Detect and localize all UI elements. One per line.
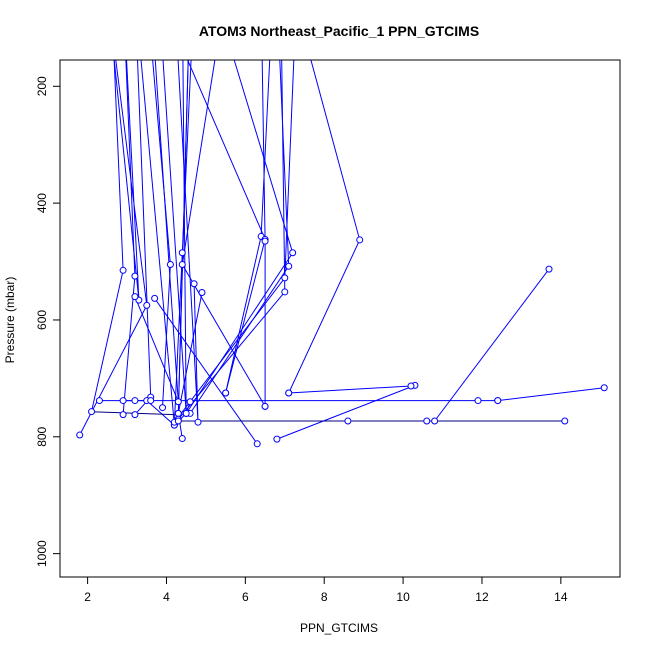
series-line <box>434 268 550 422</box>
series-line <box>154 298 258 445</box>
data-point <box>190 280 198 288</box>
data-point <box>143 301 151 309</box>
data-point <box>600 384 608 392</box>
data-point <box>119 397 127 405</box>
data-point <box>474 397 482 405</box>
data-point <box>194 418 202 426</box>
data-point <box>95 397 103 405</box>
data-point <box>182 409 190 417</box>
data-point <box>261 237 269 245</box>
data-point <box>289 249 297 257</box>
x-tick-label: 8 <box>321 590 328 604</box>
data-point <box>222 389 230 397</box>
data-point <box>545 265 553 273</box>
data-point <box>273 435 281 443</box>
data-point <box>198 289 206 297</box>
data-point <box>159 404 167 412</box>
y-tick-label: 1000 <box>35 540 49 567</box>
y-tick-label: 200 <box>35 76 49 96</box>
series-line <box>79 60 148 436</box>
data-point <box>178 435 186 443</box>
data-point <box>178 260 186 268</box>
data-point <box>147 397 155 405</box>
data-point <box>431 417 439 425</box>
data-point <box>119 411 127 419</box>
data-point <box>561 417 569 425</box>
series-line <box>276 384 416 440</box>
y-tick-label: 800 <box>35 426 49 446</box>
data-point <box>131 293 139 301</box>
data-point <box>166 260 174 268</box>
series-line <box>288 385 412 394</box>
points-group <box>76 232 608 448</box>
y-axis-label: Pressure (mbar) <box>3 277 17 364</box>
data-point <box>344 417 352 425</box>
data-point <box>174 398 182 406</box>
series-line <box>497 387 605 402</box>
data-point <box>494 397 502 405</box>
chart-title: ATOM3 Northeast_Pacific_1 PPN_GTCIMS <box>199 23 479 39</box>
y-tick-label: 400 <box>35 193 49 213</box>
data-point <box>423 417 431 425</box>
x-tick-label: 2 <box>84 590 91 604</box>
data-point <box>285 262 293 270</box>
x-tick-label: 10 <box>396 590 410 604</box>
x-tick-label: 12 <box>475 590 489 604</box>
data-point <box>88 408 96 416</box>
x-axis-label: PPN_GTCIMS <box>300 621 378 635</box>
data-point <box>186 398 194 406</box>
x-axis: 2 4 6 8 10 12 14 <box>84 577 568 604</box>
plot-frame <box>59 59 621 578</box>
data-point <box>253 440 261 448</box>
data-point <box>178 249 186 257</box>
data-point <box>76 431 84 439</box>
data-point <box>407 382 415 390</box>
x-tick-label: 6 <box>242 590 249 604</box>
x-tick-label: 4 <box>163 590 170 604</box>
data-point <box>356 236 364 244</box>
data-point <box>131 272 139 280</box>
data-point <box>261 402 269 410</box>
data-point <box>131 411 139 419</box>
x-tick-label: 14 <box>554 590 568 604</box>
data-point <box>174 409 182 417</box>
data-point <box>281 274 289 282</box>
data-point <box>119 266 127 274</box>
data-point <box>281 288 289 296</box>
y-axis: 200 400 600 800 1000 <box>35 76 60 567</box>
data-point <box>131 397 139 405</box>
y-tick-label: 600 <box>35 310 49 330</box>
data-point <box>174 417 182 425</box>
data-point <box>285 389 293 397</box>
data-point <box>151 294 159 302</box>
